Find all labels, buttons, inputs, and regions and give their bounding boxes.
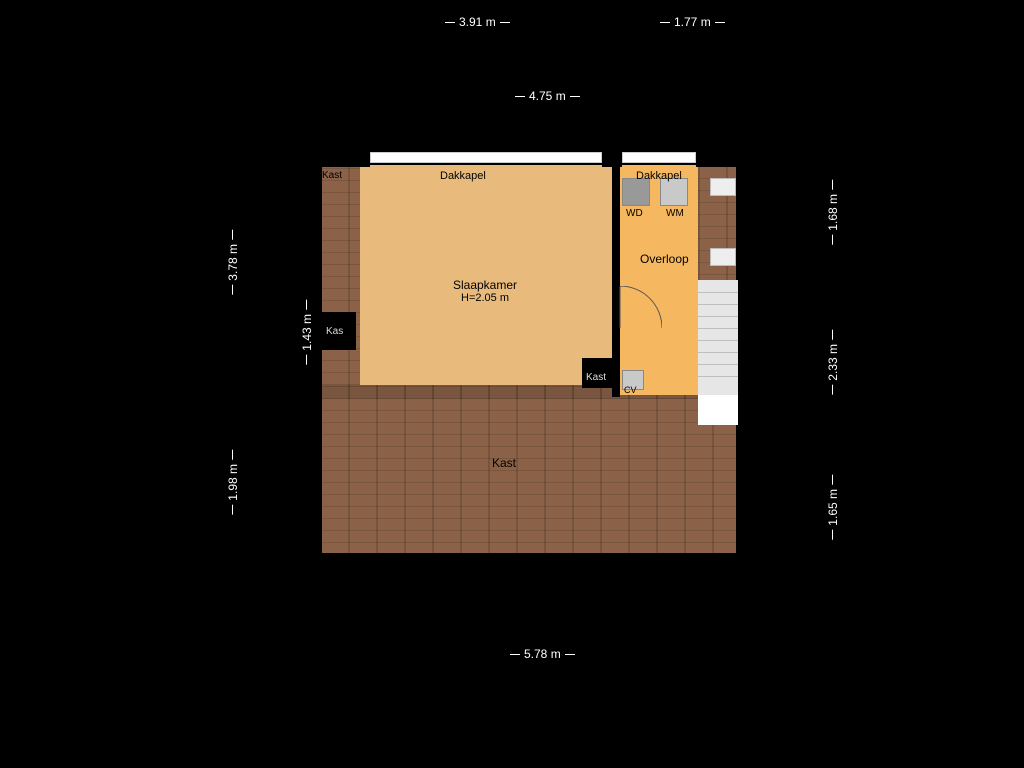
kas-right-box-1: [710, 178, 736, 196]
wall-top-left-seg: [318, 163, 370, 167]
label-slaapkamer: Slaapkamer H=2.05 m: [440, 278, 530, 304]
dim-right-c: 1.65 m: [826, 475, 840, 540]
dim-left-b: 1.98 m: [226, 450, 240, 515]
dakkapel-b: [622, 152, 696, 163]
label-dakkapel-1: Dakkapel: [440, 170, 486, 182]
dim-top-a: 3.91 m: [445, 15, 510, 29]
dim-right-b: 2.33 m: [826, 330, 840, 395]
slaapkamer-floor: [360, 165, 612, 385]
label-kast-center: Kast: [586, 372, 606, 383]
dim-left-a: 3.78 m: [226, 230, 240, 295]
roof-left-strip: [320, 165, 360, 385]
roof-bottom-big: [320, 399, 738, 555]
door-arc-icon: [612, 286, 662, 336]
stairs: [698, 280, 738, 395]
dim-top-b: 1.77 m: [660, 15, 725, 29]
label-kast-big: Kast: [492, 456, 516, 470]
wm-box: [660, 178, 688, 206]
wall-outer-bottom: [318, 553, 740, 557]
wall-top-right-seg: [696, 163, 740, 167]
label-overloop: Overloop: [640, 252, 689, 266]
label-kas-midleft: Kas: [326, 326, 343, 337]
label-kast-topleft: Kast: [322, 170, 342, 181]
dakkapel-a: [370, 152, 602, 163]
kas-right-box-2: [710, 248, 736, 266]
wall-interior-vertical: [612, 165, 620, 290]
stairs-landing-white: [698, 395, 738, 425]
dim-top-inner: 4.75 m: [515, 89, 580, 103]
dim-bottom: 5.78 m: [510, 647, 575, 661]
dim-right-a: 1.68 m: [826, 180, 840, 245]
dim-left-inner: 1.43 m: [300, 300, 314, 365]
label-cv: CV: [624, 385, 637, 395]
label-wd: WD: [626, 208, 643, 219]
label-wm: WM: [666, 208, 684, 219]
floorplan-canvas: 3.91 m 1.77 m 4.75 m 3.78 m 1.98 m 1.43 …: [0, 0, 1024, 768]
wd-box: [622, 178, 650, 206]
wall-outer-left: [318, 165, 322, 555]
label-dakkapel-2: Dakkapel: [636, 170, 682, 182]
